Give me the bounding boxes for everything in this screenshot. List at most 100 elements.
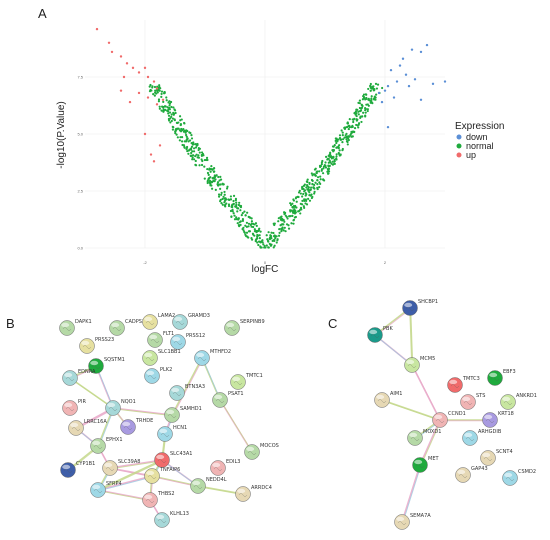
net-b-node-tmtc1[interactable]: TMTC1: [230, 373, 263, 390]
net-b-edge: [97, 459, 163, 492]
point-normal: [220, 193, 223, 196]
point-normal: [157, 100, 161, 103]
point-normal: [250, 222, 253, 225]
net-b-node-gramd3[interactable]: GRAMD3: [172, 313, 210, 330]
net-c-node-pbk[interactable]: PBK: [367, 326, 394, 343]
point-normal: [281, 227, 284, 230]
net-b-node-psat1[interactable]: PSAT1: [212, 391, 244, 408]
net-b-node-samhd1[interactable]: SAMHD1: [164, 406, 202, 423]
net-b-node-thbs2[interactable]: THBS2: [142, 491, 175, 508]
net-c-node-mcm5[interactable]: MCM5: [404, 356, 436, 373]
point-normal: [287, 224, 290, 227]
net-b-node-serpinb9[interactable]: SERPINB9: [224, 319, 265, 336]
net-b-node-cyp1b1[interactable]: CYP1B1: [60, 461, 96, 478]
point-normal: [348, 117, 351, 121]
net-c-node-moxd1[interactable]: MOXD1: [407, 429, 442, 446]
net-b-node-label: ARRDC4: [251, 485, 272, 491]
net-b-node-plk2[interactable]: PLK2: [144, 367, 173, 384]
point-normal: [310, 172, 313, 175]
net-b-node-nedd4l[interactable]: NEDD4L: [190, 477, 227, 494]
network-c-edges: [374, 307, 491, 523]
net-b-node-label: CYP1B1: [76, 461, 95, 467]
net-c-node-aim1[interactable]: AIM1: [374, 391, 403, 408]
point-normal: [229, 209, 233, 213]
point-normal: [366, 108, 369, 111]
net-b-node-prss12[interactable]: PRSS12: [170, 333, 206, 350]
net-b-node-arrdc4[interactable]: ARRDC4: [235, 485, 272, 502]
point-normal: [327, 167, 331, 170]
point-normal: [303, 198, 306, 201]
net-b-node-ephx1[interactable]: EPHX1: [90, 437, 123, 454]
point-normal: [323, 164, 326, 167]
net-b-node-klhl13[interactable]: KLHL13: [154, 511, 189, 528]
net-b-node-sqstm1[interactable]: SQSTM1: [88, 357, 125, 374]
point-normal: [160, 92, 163, 95]
point-normal: [206, 167, 209, 171]
net-b-node-trhde[interactable]: TRHDE: [120, 418, 154, 435]
net-b-node-pir[interactable]: PIR: [62, 399, 87, 416]
point-normal: [339, 153, 342, 156]
net-b-node-dapk1[interactable]: DAPK1: [59, 319, 92, 336]
net-b-node-hcn1[interactable]: HCN1: [157, 425, 188, 442]
net-c-node-gap43[interactable]: GAP43: [455, 466, 488, 483]
net-b-node-edil3[interactable]: EDIL3: [210, 459, 241, 476]
point-normal: [148, 90, 152, 93]
point-normal: [222, 195, 225, 198]
point-normal: [369, 99, 372, 102]
net-c-node-scnt4[interactable]: SCNT4: [480, 449, 513, 466]
point-normal: [179, 119, 182, 122]
net-c-node-met[interactable]: MET: [412, 456, 440, 473]
net-b-node-mocos[interactable]: MOCOS: [244, 443, 279, 460]
net-c-node-tmtc3[interactable]: TMTC3: [447, 376, 480, 393]
net-b-node-slc43a1[interactable]: SLC43A1: [154, 451, 193, 468]
net-c-node-sema7a[interactable]: SEMA7A: [394, 513, 432, 530]
net-c-node-ccnd1[interactable]: CCND1: [432, 411, 466, 428]
net-b-node-slc39a8[interactable]: SLC39A8: [102, 459, 141, 476]
net-b-node-btn3a3[interactable]: BTN3A3: [169, 384, 206, 401]
point-normal: [217, 193, 221, 196]
net-b-node-lrrc16a[interactable]: LRRC16A: [68, 419, 108, 436]
point-normal: [217, 175, 220, 179]
point-normal: [282, 229, 285, 232]
net-b-node-tnfaip6[interactable]: TNFAIP6: [144, 467, 181, 484]
point-normal: [169, 100, 173, 104]
net-c-node-krt18[interactable]: KRT18: [482, 411, 514, 428]
point-normal: [277, 217, 280, 220]
net-b-node-mthfd2[interactable]: MTHFD2: [194, 349, 232, 366]
net-b-node-nqo1[interactable]: NQO1: [105, 399, 136, 416]
point-normal: [244, 214, 247, 217]
net-b-node-prss23[interactable]: PRSS23: [79, 337, 115, 354]
net-b-edge: [112, 407, 173, 417]
net-b-node-ednra[interactable]: EDNRA: [62, 369, 97, 386]
point-normal: [179, 136, 182, 139]
point-normal: [357, 123, 360, 126]
net-c-node-ebf3[interactable]: EBF3: [487, 369, 516, 386]
net-b-node-lama2[interactable]: LAMA2: [142, 313, 176, 330]
point-normal: [341, 141, 344, 144]
point-up: [128, 100, 132, 104]
net-c-node-csmd2[interactable]: CSMD2: [502, 469, 537, 486]
point-normal: [237, 207, 240, 210]
point-normal: [269, 234, 272, 237]
point-normal: [230, 215, 233, 219]
point-normal: [311, 183, 314, 186]
net-c-node-sts[interactable]: STS: [460, 393, 486, 410]
point-normal: [179, 123, 182, 127]
point-normal: [326, 170, 329, 173]
net-b-node-cadps2[interactable]: CADPS2: [109, 319, 146, 336]
point-normal: [221, 182, 224, 185]
point-normal: [227, 198, 230, 201]
point-normal: [295, 196, 298, 199]
point-normal: [283, 226, 286, 229]
net-c-node-arhgdib[interactable]: ARHGDIB: [462, 429, 502, 446]
point-normal: [217, 195, 221, 198]
net-b-node-slc1bb1[interactable]: SLC1BB1: [142, 349, 181, 366]
point-normal: [203, 177, 206, 180]
net-c-node-shcbp1[interactable]: SHCBP1: [402, 299, 439, 316]
point-normal: [314, 174, 317, 177]
net-b-node-flt1[interactable]: FLT1: [147, 331, 175, 348]
point-normal: [319, 182, 322, 185]
point-up: [95, 27, 99, 31]
net-c-node-ankrd1[interactable]: ANKRD1: [500, 393, 537, 410]
net-b-node-sfrp4[interactable]: SFRP4: [90, 481, 122, 498]
